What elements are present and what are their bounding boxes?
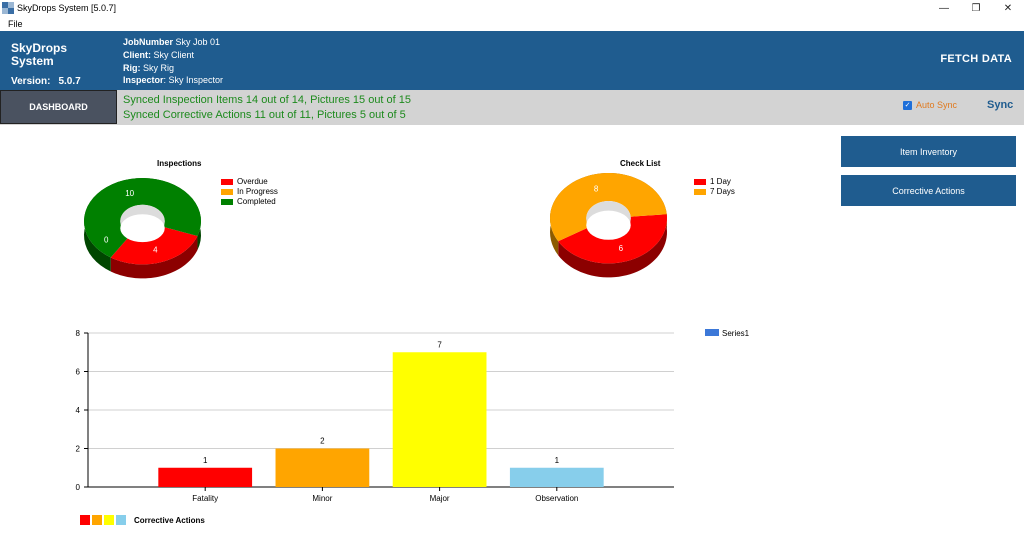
- x-tick-label: Fatality: [192, 494, 218, 503]
- donut-hole: [586, 210, 631, 240]
- legend-swatch: [221, 199, 233, 205]
- auto-sync-label: Auto Sync: [916, 100, 958, 110]
- bar: [509, 467, 604, 487]
- donut-slice: [550, 173, 667, 242]
- legend-item: 1 Day: [694, 177, 735, 187]
- app-logo-icon: [2, 2, 14, 14]
- checklist-chart-title: Check List: [620, 159, 661, 168]
- donut-value-label: 4: [153, 245, 158, 254]
- legend-item: 7 Days: [694, 187, 735, 197]
- donut-value-label: 6: [619, 244, 624, 253]
- minimize-icon: —: [939, 2, 949, 14]
- brand-line-1: SkyDrops: [11, 41, 68, 55]
- client-value: Sky Client: [153, 49, 195, 60]
- donut-value-label: 8: [594, 185, 599, 194]
- corrective-actions-legend: Corrective Actions: [80, 515, 205, 525]
- inspections-legend: Overdue In Progress Completed: [221, 177, 278, 207]
- auto-sync-checkbox[interactable]: ✓ Auto Sync: [903, 100, 957, 110]
- legend-label: 1 Day: [710, 177, 731, 186]
- bar-value-label: 1: [555, 456, 560, 465]
- bar: [392, 352, 487, 487]
- y-tick-label: 0: [76, 483, 81, 492]
- corrective-actions-legend-label: Corrective Actions: [134, 515, 205, 525]
- menu-bar: File: [0, 16, 1024, 31]
- y-tick-label: 8: [76, 329, 81, 338]
- series-legend-swatch: [705, 329, 719, 336]
- version-label: Version:: [11, 76, 51, 87]
- title-bar: SkyDrops System [5.0.7] — ❐ ✕: [0, 0, 1024, 16]
- corrective-actions-button[interactable]: Corrective Actions: [841, 175, 1016, 206]
- sync-status-inspections: Synced Inspection Items 14 out of 14, Pi…: [123, 94, 412, 106]
- inspections-chart-title: Inspections: [157, 159, 202, 168]
- job-number-value: Sky Job 01: [175, 37, 221, 47]
- legend-color-swatch: [116, 515, 126, 525]
- bar-value-label: 7: [437, 340, 442, 349]
- legend-label: In Progress: [237, 187, 278, 196]
- donut-slice-side: [110, 235, 198, 279]
- inspector-label: Inspector: [123, 75, 164, 86]
- sync-status-bar: DASHBOARD Synced Inspection Items 14 out…: [0, 90, 1024, 125]
- checkbox-checked-icon: ✓: [903, 100, 912, 110]
- x-tick-label: Major: [430, 494, 450, 503]
- window-controls: — ❐ ✕: [928, 0, 1024, 16]
- legend-item: Overdue: [221, 177, 278, 187]
- donut-hole: [120, 214, 165, 243]
- bar: [158, 467, 253, 487]
- close-button[interactable]: ✕: [992, 0, 1024, 16]
- donut-slice: [84, 178, 201, 258]
- job-number-label: JobNumber: [123, 37, 174, 47]
- y-tick-label: 2: [76, 445, 81, 454]
- checklist-legend: 1 Day 7 Days: [694, 177, 735, 197]
- header-banner: SkyDrops System Version: 5.0.7 JobNumber …: [0, 31, 1024, 90]
- legend-item: In Progress: [221, 187, 278, 197]
- brand-name: SkyDrops System: [11, 42, 67, 68]
- series-legend-label: Series1: [722, 329, 750, 338]
- bar-value-label: 1: [203, 456, 208, 465]
- corrective-actions-bar-chart: 0 2 4 6 8 1 Fatality 2 Minor 7 Major 1 Observation Se…: [76, 329, 750, 503]
- item-inventory-button[interactable]: Item Inventory: [841, 136, 1016, 167]
- close-icon: ✕: [1003, 2, 1013, 14]
- bar: [275, 448, 370, 487]
- legend-color-swatch: [92, 515, 102, 525]
- legend-color-swatch: [80, 515, 90, 525]
- legend-swatch: [221, 189, 233, 195]
- sync-status: Synced Inspection Items 14 out of 14, Pi…: [123, 93, 411, 123]
- donut-value-label: 10: [125, 189, 134, 198]
- restore-icon: ❐: [971, 2, 981, 14]
- legend-label: Overdue: [237, 177, 268, 186]
- legend-item: Completed: [221, 197, 278, 207]
- restore-button[interactable]: ❐: [960, 0, 992, 16]
- job-info: JobNumber Sky Job 01 Client: Sky Client …: [123, 36, 223, 87]
- bar-value-label: 2: [320, 437, 325, 446]
- checklist-donut-chart: 68: [550, 173, 667, 278]
- dashboard-button[interactable]: DASHBOARD: [0, 90, 117, 124]
- x-tick-label: Observation: [535, 494, 578, 503]
- inspector-value: : Sky Inspector: [163, 75, 224, 86]
- rig-value: Sky Rig: [143, 62, 175, 73]
- brand-line-2: System: [11, 54, 54, 68]
- legend-color-swatch: [104, 515, 114, 525]
- legend-label: 7 Days: [710, 187, 735, 196]
- version-info: Version: 5.0.7: [11, 76, 81, 87]
- legend-label: Completed: [237, 197, 276, 206]
- inspections-donut-chart: 4 0 10: [84, 178, 201, 279]
- window-title: SkyDrops System [5.0.7]: [17, 3, 117, 13]
- fetch-data-button[interactable]: FETCH DATA: [940, 53, 1012, 65]
- version-value: 5.0.7: [58, 76, 81, 87]
- donut-slice-side: [558, 214, 667, 278]
- sync-status-corrective: Synced Corrective Actions 11 out of 11, …: [123, 109, 406, 121]
- menu-file[interactable]: File: [8, 18, 23, 29]
- legend-swatch: [221, 179, 233, 185]
- client-label: Client:: [123, 49, 151, 60]
- x-tick-label: Minor: [312, 494, 332, 503]
- legend-swatch: [694, 189, 706, 195]
- donut-value-label: 0: [104, 235, 109, 244]
- y-tick-label: 4: [76, 406, 81, 415]
- sync-button[interactable]: Sync: [987, 99, 1014, 111]
- y-tick-label: 6: [76, 368, 81, 377]
- legend-swatches: [80, 515, 128, 525]
- rig-label: Rig:: [123, 62, 141, 73]
- minimize-button[interactable]: —: [928, 0, 960, 16]
- legend-swatch: [694, 179, 706, 185]
